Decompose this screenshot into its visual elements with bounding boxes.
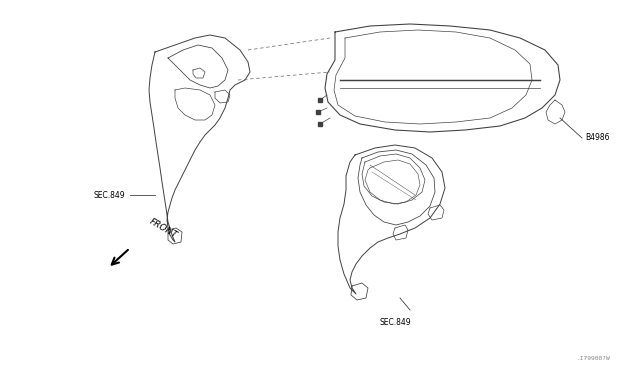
Text: FRONT: FRONT bbox=[148, 217, 179, 240]
Text: SEC.849: SEC.849 bbox=[93, 190, 125, 199]
Text: .I79900?W: .I79900?W bbox=[576, 356, 610, 360]
Text: SEC.849: SEC.849 bbox=[379, 318, 411, 327]
Text: B4986: B4986 bbox=[585, 134, 609, 142]
